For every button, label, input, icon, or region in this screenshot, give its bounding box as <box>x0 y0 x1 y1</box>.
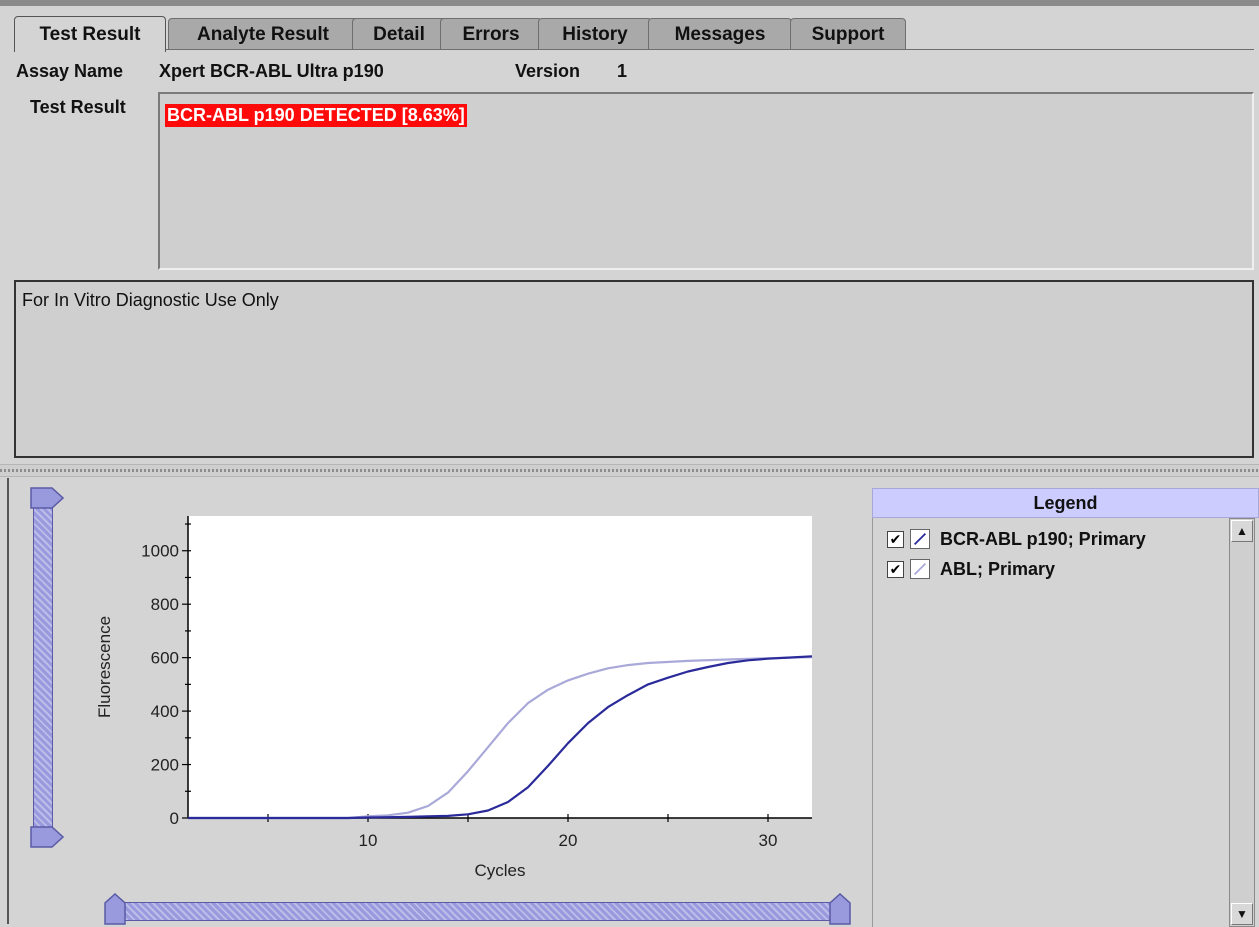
tab-detail[interactable]: Detail <box>352 18 446 50</box>
assay-name-value: Xpert BCR-ABL Ultra p190 <box>159 61 384 81</box>
y-axis-title: Fluorescence <box>95 616 114 718</box>
chart-panel <box>7 478 867 924</box>
legend-label: ABL; Primary <box>940 558 1056 579</box>
y-tick-label: 600 <box>151 649 179 668</box>
legend-header: Legend <box>872 488 1259 518</box>
line-swatch-icon <box>910 559 930 579</box>
plot-area <box>188 516 812 818</box>
y-tick-label: 400 <box>151 702 179 721</box>
checkbox-checked-icon[interactable]: ✔ <box>887 560 904 578</box>
line-swatch-icon <box>910 529 930 549</box>
y-tick-label: 200 <box>151 756 179 775</box>
tab-history[interactable]: History <box>538 18 652 50</box>
arrow-up-icon[interactable]: ▲ <box>1231 520 1253 542</box>
vertical-slider-bottom-handle[interactable] <box>30 826 64 848</box>
vertical-zoom-slider[interactable] <box>33 500 53 830</box>
test-result-box: BCR-ABL p190 DETECTED [8.63%] <box>158 92 1254 270</box>
x-tick-label: 20 <box>559 831 578 850</box>
x-tick-label: 10 <box>359 831 378 850</box>
vertical-slider-top-handle[interactable] <box>30 487 64 509</box>
window-top-border <box>0 0 1259 6</box>
legend-panel: Legend ✔ BCR-ABL p190; Primary ✔ ABL; Pr… <box>872 488 1259 927</box>
horizontal-slider-left-handle[interactable] <box>104 893 126 925</box>
test-result-label: Test Result <box>30 97 126 117</box>
legend-item-bcr-abl[interactable]: ✔ BCR-ABL p190; Primary <box>887 526 1146 552</box>
assay-name-label: Assay Name <box>16 61 124 81</box>
tab-errors[interactable]: Errors <box>440 18 542 50</box>
tab-support[interactable]: Support <box>790 18 906 50</box>
series-line-bcr-abl <box>188 655 813 820</box>
y-tick-label: 0 <box>170 809 179 828</box>
y-tick-label: 800 <box>151 595 179 614</box>
fluorescence-chart: 0 200 400 600 800 1000 10 20 30 Fluorescence Cyc… <box>95 516 813 880</box>
test-result-value: BCR-ABL p190 DETECTED [8.63%] <box>165 104 467 127</box>
x-tick-label: 30 <box>759 831 778 850</box>
version-value: 1 <box>617 61 628 81</box>
version-label: Version <box>515 61 581 81</box>
tab-messages[interactable]: Messages <box>648 18 792 50</box>
legend-item-abl[interactable]: ✔ ABL; Primary <box>887 556 1055 582</box>
legend-list: ✔ BCR-ABL p190; Primary ✔ ABL; Primary <box>872 518 1227 927</box>
notice-text: For In Vitro Diagnostic Use Only <box>22 290 279 310</box>
series-line-abl <box>188 656 813 820</box>
legend-scrollbar[interactable]: ▲ ▼ <box>1229 518 1255 927</box>
arrow-down-icon[interactable]: ▼ <box>1231 903 1253 925</box>
notice-box: For In Vitro Diagnostic Use Only <box>14 280 1254 458</box>
tab-test-result[interactable]: Test Result <box>14 16 166 52</box>
panel-splitter[interactable] <box>0 464 1259 477</box>
tab-analyte-result[interactable]: Analyte Result <box>168 18 358 50</box>
tab-strip: Test Result Analyte Result Detail Errors… <box>14 16 1254 52</box>
y-tick-label: 1000 <box>141 542 179 561</box>
horizontal-zoom-slider[interactable] <box>118 902 836 921</box>
checkbox-checked-icon[interactable]: ✔ <box>887 530 904 548</box>
legend-label: BCR-ABL p190; Primary <box>940 528 1146 549</box>
horizontal-slider-right-handle[interactable] <box>829 893 851 925</box>
x-axis-title: Cycles <box>474 861 525 880</box>
tab-baseline <box>14 49 1254 50</box>
